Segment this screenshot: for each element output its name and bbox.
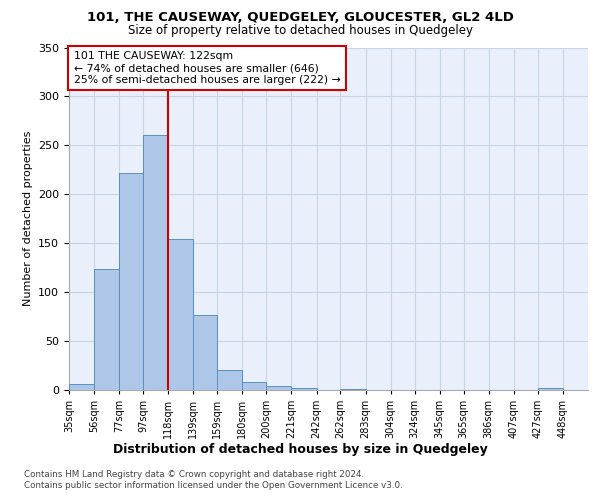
Bar	[69, 384, 94, 390]
Bar	[143, 134, 168, 390]
Bar	[242, 382, 266, 390]
Bar	[292, 388, 317, 390]
Text: Contains HM Land Registry data © Crown copyright and database right 2024.: Contains HM Land Registry data © Crown c…	[24, 470, 364, 479]
Bar	[340, 389, 365, 390]
Text: 101 THE CAUSEWAY: 122sqm
← 74% of detached houses are smaller (646)
25% of semi-: 101 THE CAUSEWAY: 122sqm ← 74% of detach…	[74, 52, 341, 84]
Text: Distribution of detached houses by size in Quedgeley: Distribution of detached houses by size …	[113, 442, 487, 456]
Y-axis label: Number of detached properties: Number of detached properties	[23, 131, 32, 306]
Bar	[119, 173, 143, 390]
Bar	[538, 388, 563, 390]
Text: Size of property relative to detached houses in Quedgeley: Size of property relative to detached ho…	[128, 24, 473, 37]
Text: 101, THE CAUSEWAY, QUEDGELEY, GLOUCESTER, GL2 4LD: 101, THE CAUSEWAY, QUEDGELEY, GLOUCESTER…	[86, 11, 514, 24]
Text: Contains public sector information licensed under the Open Government Licence v3: Contains public sector information licen…	[24, 481, 403, 490]
Bar	[168, 240, 193, 390]
Bar	[217, 370, 242, 390]
Bar	[193, 314, 217, 390]
Bar	[266, 386, 292, 390]
Bar	[94, 268, 119, 390]
